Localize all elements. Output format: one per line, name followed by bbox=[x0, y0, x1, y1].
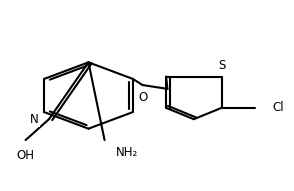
Text: OH: OH bbox=[16, 149, 35, 162]
Text: Cl: Cl bbox=[273, 101, 285, 114]
Text: O: O bbox=[138, 91, 147, 104]
Text: S: S bbox=[218, 59, 225, 72]
Text: NH₂: NH₂ bbox=[116, 146, 138, 159]
Text: N: N bbox=[30, 113, 39, 126]
